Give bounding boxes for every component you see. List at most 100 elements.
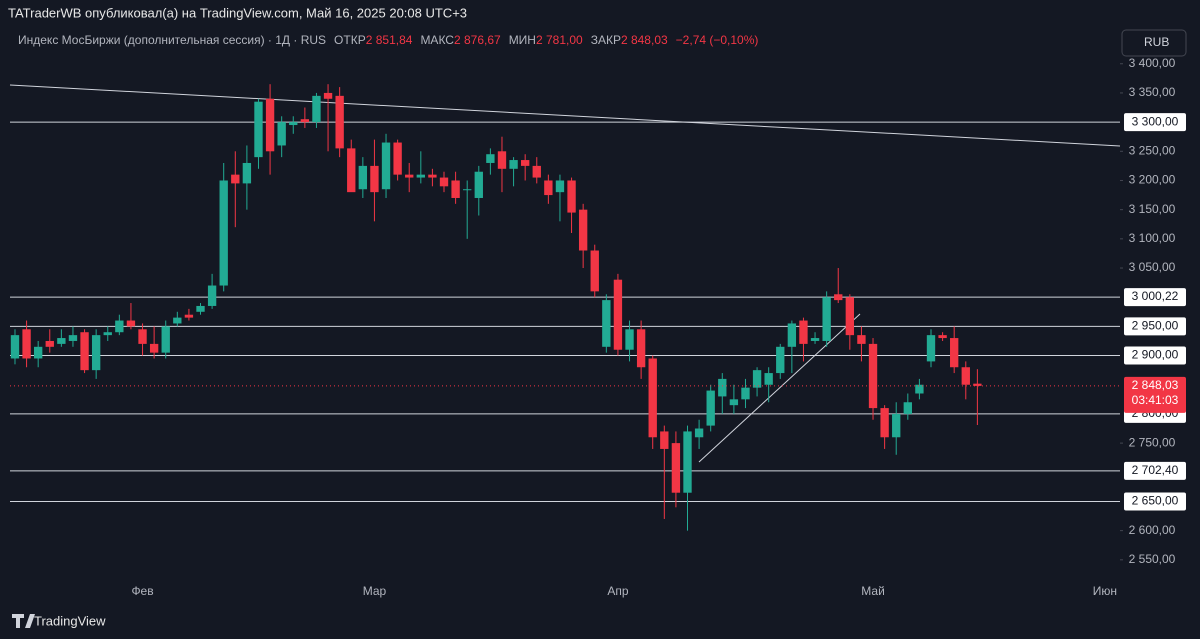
level-box [1124, 492, 1186, 511]
level-box [1124, 317, 1186, 336]
candle-body [532, 165, 541, 178]
level-box [1124, 461, 1186, 480]
candle-body [857, 335, 866, 344]
x-tick-label: Июн [1093, 584, 1117, 598]
x-tick-label: Май [861, 584, 885, 598]
candle-body [903, 402, 912, 414]
candle-body [822, 297, 831, 341]
candle-body [926, 335, 936, 362]
candle-body [973, 383, 982, 386]
symbol: Индекс МосБиржи (дополнительная сессия) … [18, 33, 326, 47]
candle-body [764, 373, 773, 385]
candle-body [126, 320, 136, 327]
high-value: 2 876,67 [454, 33, 501, 47]
candle-body [45, 340, 54, 347]
candle-body [938, 335, 947, 339]
candle-body [347, 148, 356, 193]
candle-body [671, 443, 681, 493]
candle-body [950, 338, 959, 368]
y-tick-label: 2 600,00 [1129, 523, 1176, 537]
last-price-label: 2 848,03 [1132, 378, 1179, 392]
candle-body [961, 367, 970, 385]
countdown: 03:41:03 [1132, 393, 1179, 407]
candle-body [892, 413, 901, 438]
candle-body [68, 335, 78, 341]
brand: TradingView [34, 613, 106, 628]
candle-body [602, 300, 611, 347]
last-price-box [1124, 376, 1186, 413]
y-tick-label: 3 200,00 [1129, 173, 1176, 187]
candle-body [718, 378, 727, 397]
candle-body [810, 338, 820, 341]
candle-body [741, 387, 750, 400]
y-tick-label: 2 550,00 [1129, 552, 1176, 566]
x-tick-label: Фев [131, 584, 153, 598]
candle-body [463, 189, 472, 191]
y-tick-label: 3 150,00 [1129, 202, 1176, 216]
close-label: ЗАКР [591, 33, 621, 47]
close-value: 2 848,03 [621, 33, 668, 47]
y-tick-label: 2 750,00 [1129, 435, 1176, 449]
candle-body [729, 399, 739, 406]
candle-body [370, 165, 379, 193]
level-label: 2 950,00 [1132, 319, 1179, 333]
level-label: 2 900,00 [1132, 348, 1179, 362]
candle-body [776, 346, 785, 374]
candle-body [161, 326, 170, 353]
candle-body [544, 180, 553, 196]
candle-body [405, 174, 414, 178]
price-axis: 3 400,00 3 350,00 3 250,00 3 200,00 3 150,00… [1120, 56, 1186, 566]
candle-body [265, 98, 275, 152]
level-label: 2 650,00 [1132, 494, 1179, 508]
candle-body [428, 174, 437, 178]
candle-body [34, 346, 43, 359]
candle-body [706, 390, 715, 426]
open-label: ОТКР [334, 33, 366, 47]
currency-button[interactable] [1121, 29, 1187, 57]
y-tick-label: 3 250,00 [1129, 143, 1176, 157]
candle-body [254, 101, 263, 158]
low-label: МИН [509, 33, 536, 47]
candle-body [196, 305, 205, 312]
candle-body [497, 151, 507, 169]
candle-body [578, 209, 588, 251]
y-tick-label: 3 350,00 [1129, 85, 1176, 99]
candle-body [184, 314, 194, 318]
candle-body [520, 160, 530, 166]
y-tick-label: 3 050,00 [1129, 260, 1176, 274]
publisher: TATraderWB опубликовал(а) на TradingView… [8, 5, 467, 20]
candle-body [219, 180, 228, 286]
candle-body [289, 122, 298, 126]
high-label: МАКС [420, 33, 454, 47]
level-label: 3 000,22 [1132, 289, 1179, 303]
candle-body [242, 162, 252, 184]
candle-body [845, 297, 855, 336]
level-box [1124, 288, 1186, 307]
candle-body [207, 285, 217, 306]
candle-body [660, 431, 669, 449]
candle-body [416, 174, 425, 178]
candle-body [57, 338, 66, 344]
candle-body [555, 180, 565, 193]
level-label: 3 300,00 [1132, 114, 1179, 128]
candle-body [683, 431, 692, 493]
candle-body [335, 95, 344, 149]
y-tick-label: 3 100,00 [1129, 231, 1176, 245]
candle-body [636, 329, 646, 368]
candle-body [91, 335, 101, 371]
candle-body [590, 250, 599, 292]
candle-body [834, 294, 843, 301]
x-tick-label: Апр [607, 584, 629, 598]
candle-body [138, 329, 147, 344]
candle-body [22, 329, 31, 359]
x-tick-label: Мар [363, 584, 387, 598]
y-tick-label: 3 400,00 [1129, 56, 1176, 70]
candle-body [312, 95, 321, 123]
candle-body [694, 428, 704, 438]
trend-line [698, 313, 861, 463]
candle-body [103, 332, 112, 336]
candle-body [10, 335, 20, 359]
